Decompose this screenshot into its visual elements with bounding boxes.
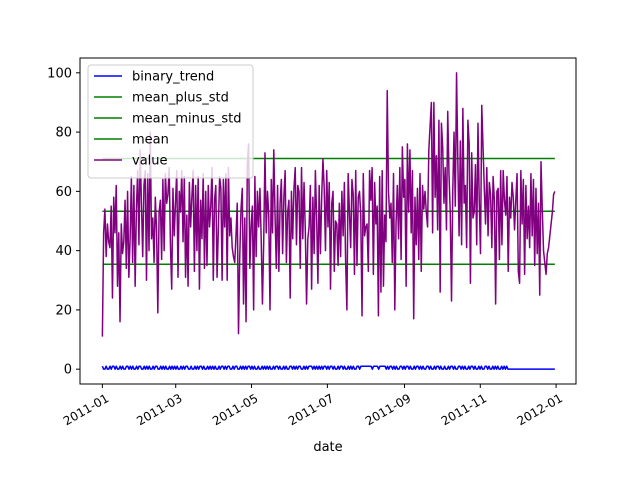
y-tick-label: 60: [55, 185, 72, 200]
series-line-value: [101, 72, 556, 337]
x-axis-label: date: [313, 440, 342, 455]
series-line-binary-trend: [101, 365, 555, 370]
y-tick-label: 100: [47, 66, 72, 81]
legend-label: mean: [132, 133, 169, 148]
legend-label: binary_trend: [132, 70, 214, 85]
legend-box: [87, 64, 254, 179]
y-tick-label: 80: [55, 126, 72, 141]
legend-label: mean_minus_std: [132, 112, 242, 127]
plot-frame: [79, 57, 577, 385]
y-tick-label: 20: [55, 303, 72, 318]
y-axis: 0 20 40 60 80 100: [47, 66, 80, 378]
y-tick-label: 40: [55, 244, 72, 259]
legend-label: mean_plus_std: [132, 91, 229, 106]
legend-label: value: [132, 154, 168, 169]
legend: binary_trend mean_plus_std mean_minus_stdm…: [87, 64, 254, 179]
y-tick-label: 0: [64, 363, 72, 378]
